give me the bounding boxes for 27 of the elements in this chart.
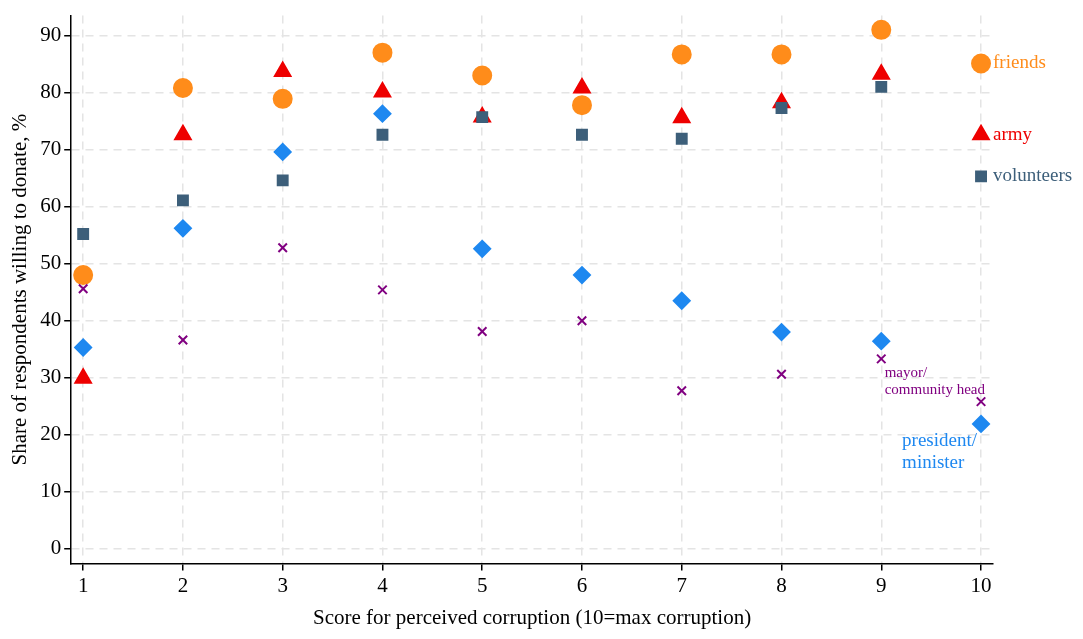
y-tick-label: 20 <box>40 421 62 446</box>
x-tick-label: 10 <box>970 572 992 597</box>
y-tick-label: 70 <box>40 136 62 161</box>
x-tick-label: 8 <box>776 572 787 597</box>
y-tick-label: 60 <box>40 193 62 218</box>
y-axis-title: Share of respondents willing to donate, % <box>7 113 32 466</box>
x-tick-label: 4 <box>377 572 389 597</box>
series-label: volunteers <box>993 164 1073 186</box>
x-tick-label: 1 <box>77 572 89 597</box>
x-tick-label: 3 <box>277 572 288 597</box>
y-tick-label: 30 <box>40 364 62 389</box>
series-label: friends <box>993 51 1046 73</box>
x-tick-label: 9 <box>876 572 887 597</box>
y-tick-label: 90 <box>40 22 62 47</box>
series-label: army <box>993 122 1033 144</box>
y-tick-label: 40 <box>40 307 62 332</box>
x-tick-label: 6 <box>576 572 588 597</box>
x-tick-label: 7 <box>676 572 687 597</box>
x-axis-title: Score for perceived corruption (10=max corruption) <box>313 604 752 629</box>
y-tick-label: 50 <box>40 250 62 275</box>
series-label: mayor/ community head <box>884 363 986 398</box>
y-tick-label: 80 <box>40 79 62 104</box>
x-tick-label: 2 <box>177 572 189 597</box>
x-tick-label: 5 <box>476 572 488 597</box>
series-label: president/ minister <box>902 428 978 472</box>
y-tick-label: 0 <box>50 535 62 560</box>
y-tick-label: 10 <box>40 478 62 503</box>
